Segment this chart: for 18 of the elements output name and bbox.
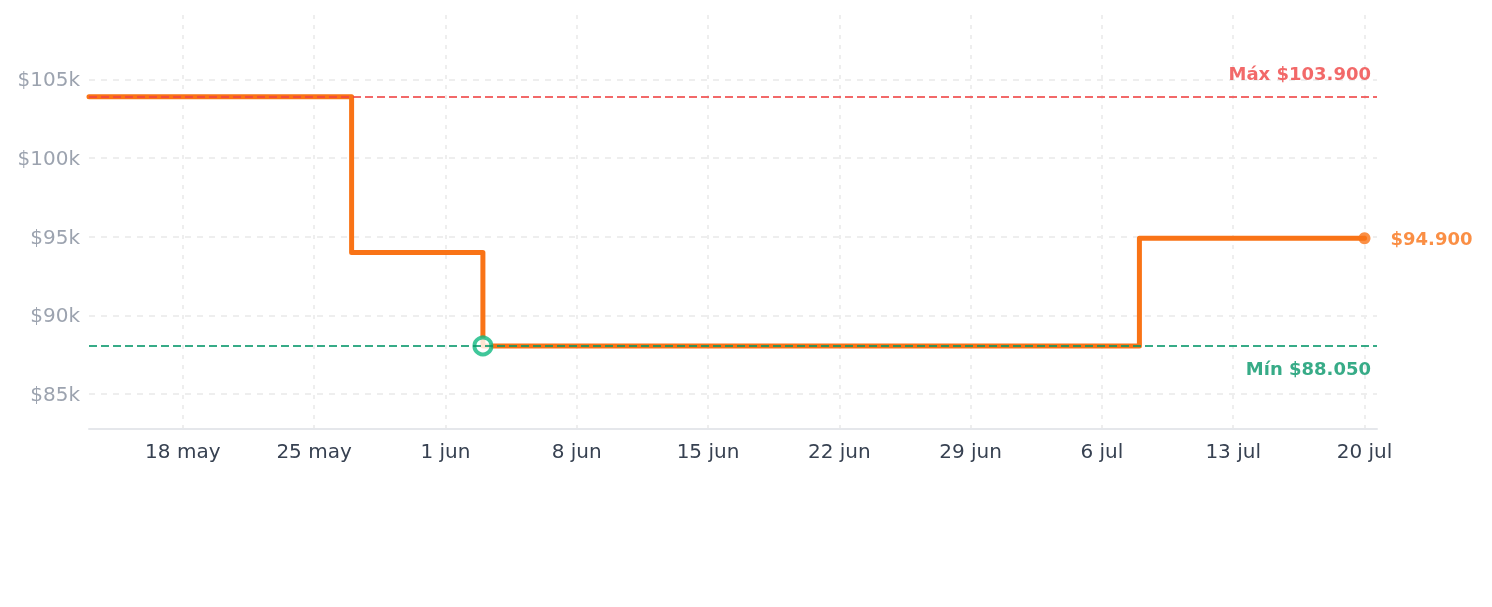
x-tick-label: 18 may bbox=[145, 439, 221, 463]
y-tick-label: $100k bbox=[17, 146, 81, 171]
x-tick-label: 6 jul bbox=[1080, 439, 1124, 463]
x-tick-label: 29 jun bbox=[939, 439, 1002, 463]
x-tick-label: 13 jul bbox=[1205, 439, 1261, 463]
x-tick-label: 25 may bbox=[276, 439, 352, 463]
y-tick-label: $95k bbox=[30, 224, 81, 249]
x-tick-label: 1 jun bbox=[420, 439, 471, 463]
x-tick-label: 20 jul bbox=[1336, 439, 1393, 463]
y-tick-label: $85k bbox=[30, 381, 81, 406]
y-tick-label: $90k bbox=[30, 303, 81, 328]
ref-line-label: Máx $103.900 bbox=[1228, 63, 1371, 85]
data-label: $94.900 bbox=[1390, 227, 1473, 249]
x-tick-label: 15 jun bbox=[676, 439, 740, 463]
ref-line-label: Mín $88.050 bbox=[1245, 358, 1371, 380]
x-tick-label: 22 jun bbox=[807, 439, 871, 463]
y-tick-label: $105k bbox=[17, 67, 81, 92]
x-tick-label: 8 jun bbox=[551, 439, 602, 463]
